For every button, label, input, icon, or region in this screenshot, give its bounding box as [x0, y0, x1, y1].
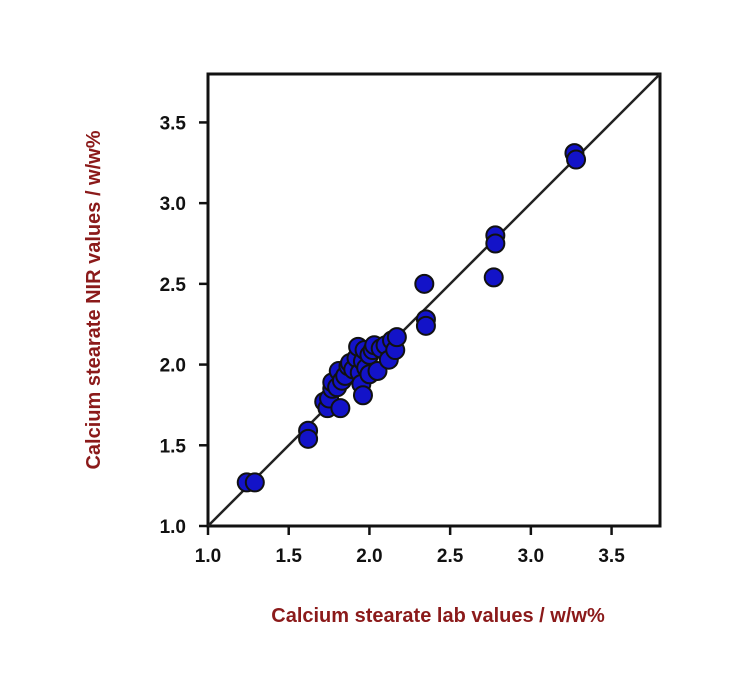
data-point: [566, 149, 587, 170]
data-point: [415, 315, 436, 336]
data-point: [352, 385, 373, 406]
identity-reference-line: [207, 73, 661, 527]
y-tick-label: 3.0: [160, 194, 186, 215]
data-point: [483, 267, 504, 288]
y-tick-label: 2.5: [160, 275, 187, 296]
ticks-layer: 1.0 1.5 2.0 2.5 3.0 3.5 1.0 1.5 2.0 2.5 3.0 3.5: [160, 113, 626, 567]
y-tick-label: 2.0: [160, 356, 186, 377]
x-tick-label: 3.5: [598, 546, 625, 567]
y-tick-label: 3.5: [160, 113, 187, 134]
x-tick-label: 3.0: [518, 546, 544, 567]
x-tick-label: 1.5: [276, 546, 303, 567]
points-layer: [236, 143, 587, 493]
data-point: [485, 233, 506, 254]
x-axis-title: Calcium stearate lab values / w/w%: [271, 605, 605, 627]
x-tick-label: 1.0: [195, 546, 221, 567]
x-tick-label: 2.5: [437, 546, 464, 567]
data-point: [386, 327, 407, 348]
y-axis-title: Calcium stearate NIR values / w/w%: [83, 130, 105, 469]
data-point: [244, 472, 265, 493]
plot-frame: [206, 72, 662, 528]
x-tick-label: 2.0: [356, 546, 382, 567]
data-point: [330, 398, 351, 419]
y-tick-label: 1.5: [160, 436, 187, 457]
y-tick-label: 1.0: [160, 517, 186, 538]
data-point: [414, 273, 435, 294]
data-point: [298, 428, 319, 449]
